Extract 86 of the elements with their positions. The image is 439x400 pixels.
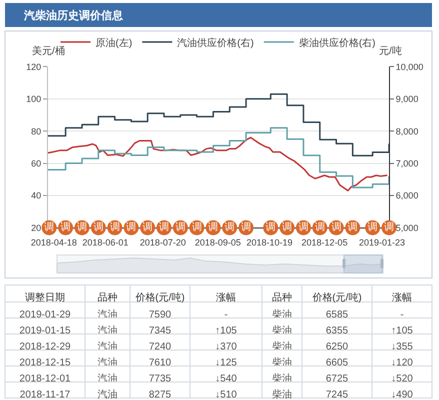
text: -: [400, 310, 404, 320]
text: 6355: [326, 326, 348, 336]
data-label: 调: [60, 221, 71, 234]
y-tick-label: 20: [31, 222, 42, 233]
text: ↓540: [215, 374, 237, 384]
text: 2019-01-15: [19, 326, 71, 336]
data-label: 调: [266, 221, 276, 234]
y2-tick-label: 8,000: [396, 126, 418, 136]
x-tick-label: 2018-09-05: [194, 238, 241, 248]
y2-tick-label: 7,000: [396, 158, 418, 168]
legend-label: 柴油供应价格(右): [298, 36, 376, 49]
text: 8275: [148, 390, 172, 400]
y2-tick-label: 5,000: [396, 222, 418, 233]
text: 7245: [326, 390, 348, 400]
text: 6725: [326, 374, 348, 384]
data-label: 调: [331, 221, 342, 234]
y-tick-label: 60: [31, 158, 42, 168]
category-label: 品种: [272, 292, 292, 304]
y-tick-label: 80: [31, 126, 42, 136]
category-label: 调整日期: [25, 292, 65, 304]
data-label: 调: [110, 221, 120, 234]
data-label: 调: [348, 221, 358, 234]
data-label: 调: [126, 221, 136, 234]
data-label: 调: [224, 221, 235, 234]
data-label: 调: [192, 221, 202, 234]
text: 6250: [326, 342, 348, 352]
text: ↓510: [215, 390, 237, 400]
text: 汽油: [98, 390, 118, 400]
text: 7610: [148, 358, 172, 368]
y2-tick-label: 9,000: [396, 94, 418, 104]
data-label: 调: [241, 221, 252, 234]
x-tick-label: 2018-07-20: [140, 238, 186, 248]
data-label: 调: [175, 221, 186, 234]
text: 7345: [148, 326, 172, 336]
y-tick-label: 40: [31, 190, 42, 201]
category-label: 品种: [98, 292, 118, 304]
x-tick-label: 2018-12-05: [302, 238, 348, 248]
data-label: 调: [314, 221, 325, 234]
data-label: 调: [298, 221, 308, 234]
text: 柴油: [272, 390, 292, 400]
data-label: 调: [76, 221, 87, 234]
data-label: 调: [44, 221, 54, 234]
data-label: 调: [368, 221, 378, 234]
text: 6605: [326, 358, 348, 368]
text: 2018-11-17: [20, 390, 70, 400]
y-axis-title: 美元/桶: [32, 45, 65, 57]
legend-label: 原油(左): [96, 36, 132, 49]
x-tick-label: 2018-04-18: [30, 238, 77, 248]
text: 7590: [148, 310, 172, 320]
text: ↓520: [391, 374, 413, 384]
text: ↓355: [391, 342, 413, 352]
text: 7240: [148, 342, 172, 352]
text: 7735: [148, 374, 172, 384]
text: 2019-01-29: [19, 310, 71, 320]
category-label: 价格(元/吨): [311, 292, 362, 304]
text: ↓120: [391, 358, 413, 368]
text: ↓490: [391, 390, 413, 400]
y-tick-label: 100: [26, 94, 42, 104]
text: ↑105: [215, 326, 237, 336]
text: 2018-12-29: [19, 342, 71, 352]
y2-tick-label: 6,000: [396, 190, 418, 201]
text: ↓370: [215, 342, 237, 352]
x-tick-label: 2019-01-23: [358, 238, 405, 248]
data-label: 调: [384, 221, 394, 234]
text: 2018-12-15: [19, 358, 71, 368]
chart-title: 汽柴油历史调价信息: [23, 8, 124, 22]
text: ↓125: [215, 358, 237, 368]
y2-axis-title: 元/吨: [379, 45, 402, 57]
y-tick-label: 120: [26, 62, 42, 72]
x-tick-label: 2018-10-19: [246, 238, 292, 248]
category-label: 涨幅: [392, 292, 412, 304]
x-tick-label: 2018-06-01: [82, 238, 128, 248]
data-label: 调: [208, 221, 218, 234]
data-label: 调: [93, 221, 104, 234]
data-label: 调: [159, 221, 170, 234]
data-label: 调: [282, 221, 292, 234]
text: ↑105: [391, 326, 413, 336]
data-label: 调: [142, 221, 153, 234]
line-series: [48, 136, 388, 192]
text: 6585: [326, 310, 348, 320]
category-label: 价格(元/吨): [134, 292, 185, 304]
y2-tick-label: 10,000: [396, 62, 424, 72]
category-label: 涨幅: [216, 292, 236, 304]
text: -: [224, 310, 228, 320]
text: 2018-12-01: [19, 374, 71, 384]
legend-label: 汽油供应价格(右): [177, 36, 254, 49]
